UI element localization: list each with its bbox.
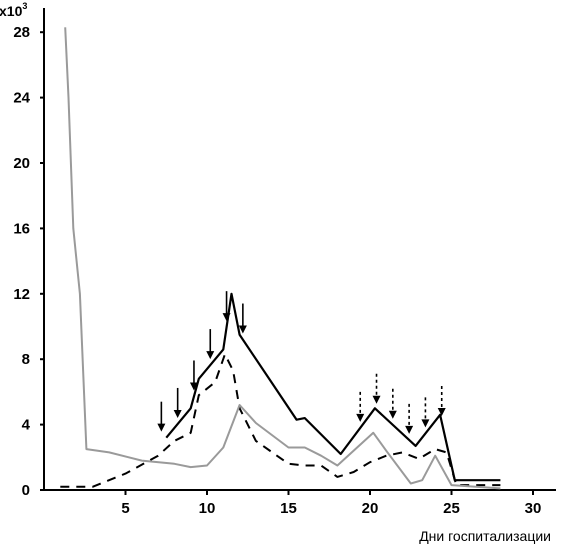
series-line-solid-grey (64, 27, 501, 490)
y-tick-label: 24 (13, 90, 30, 107)
x-tick-label: 15 (280, 500, 297, 517)
arrow-icon (206, 351, 215, 360)
y-multiplier-exponent: 3 (22, 1, 27, 11)
dashed-arrow-icon (372, 395, 381, 404)
y-tick-label: 8 (22, 351, 30, 368)
arrow-icon (173, 409, 182, 418)
dashed-arrow-icon (388, 410, 397, 419)
series-line-solid-black (165, 292, 501, 482)
dashed-arrow-icon (356, 413, 365, 422)
y-tick-label: 28 (13, 24, 30, 41)
y-tick-label: 12 (13, 286, 30, 303)
x-tick-label: 25 (443, 500, 460, 517)
x-ticks: 5 10 15 20 25 30 (121, 490, 541, 517)
y-tick-label: 0 (22, 482, 30, 499)
y-ticks: 0 4 8 12 16 20 24 28 (13, 24, 44, 499)
arrow-icon (222, 313, 231, 322)
y-tick-label: 4 (22, 417, 31, 434)
x-tick-label: 30 (525, 500, 542, 517)
y-multiplier-label: x103 (0, 1, 27, 19)
arrow-icon (157, 423, 166, 432)
dashed-arrow-icon (437, 408, 446, 417)
x-tick-label: 5 (121, 500, 129, 517)
arrow-annotations (157, 291, 446, 434)
y-multiplier-base: x10 (0, 3, 23, 19)
x-tick-label: 10 (199, 500, 216, 517)
x-axis-label: Дни госпитализации (419, 528, 551, 544)
dashed-arrow-icon (421, 419, 430, 428)
x-tick-label: 20 (362, 500, 379, 517)
y-tick-label: 20 (13, 155, 30, 172)
dashed-arrow-icon (405, 425, 414, 434)
y-tick-label: 16 (13, 220, 30, 237)
axes (43, 8, 556, 491)
arrow-icon (238, 325, 247, 334)
series-lines (60, 27, 501, 490)
arrow-icon (189, 382, 198, 391)
